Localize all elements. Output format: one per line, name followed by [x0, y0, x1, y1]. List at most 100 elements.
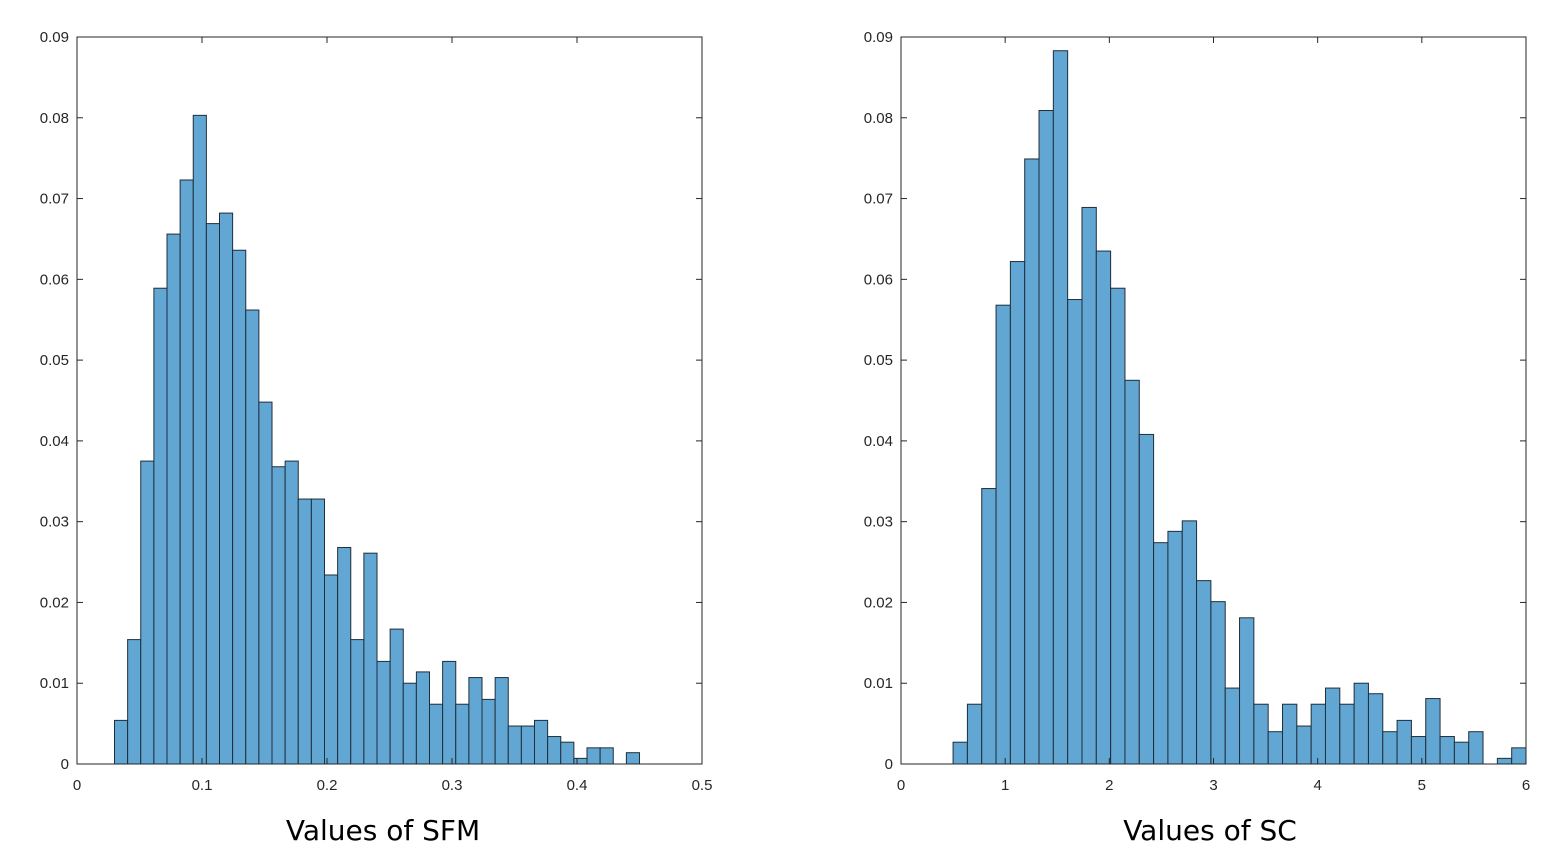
sc-ytick-label-3: 0.03 [864, 514, 893, 531]
sfm-xtick-label-5: 0.5 [692, 777, 713, 794]
sfm-ytick-label-6: 0.06 [40, 271, 69, 288]
sfm-bar-34 [560, 741, 575, 765]
sfm-xtick-label-4: 0.4 [567, 777, 588, 794]
sc-ytick-label-7: 0.07 [864, 191, 893, 208]
sc-bar-3 [995, 304, 1011, 765]
sc-bar-14 [1153, 542, 1169, 765]
sfm-bars [114, 114, 641, 765]
sfm-bar-9 [232, 249, 247, 765]
sfm-bar-20 [376, 660, 391, 765]
sfm-bar-33 [547, 736, 562, 765]
sc-ytick-label-8: 0.08 [864, 110, 893, 127]
sfm-bar-16 [324, 574, 339, 765]
sc-xtick-label-5: 5 [1418, 777, 1426, 794]
sc-bar-38 [1496, 757, 1513, 765]
sfm-bar-10 [245, 309, 260, 765]
sc-xtick-label-4: 4 [1313, 777, 1321, 794]
sc-bar-2 [981, 488, 997, 765]
sc-bar-18 [1210, 601, 1226, 765]
sfm-xtick-label-3: 0.3 [442, 777, 463, 794]
sc-ytick-label-1: 0.01 [864, 675, 893, 692]
sfm-bar-2 [140, 460, 155, 765]
sc-bars [952, 50, 1527, 765]
sfm-x-axis-label: Values of SFM [286, 814, 480, 847]
sfm-bar-7 [205, 223, 221, 765]
sfm-ytick-label-4: 0.04 [40, 433, 69, 450]
sc-xtick-label-3: 3 [1209, 777, 1217, 794]
sfm-bar-23 [415, 671, 431, 765]
sc-xtick-label-6: 6 [1522, 777, 1530, 794]
sfm-ytick-label-3: 0.03 [40, 514, 69, 531]
sfm-bar-4 [166, 233, 181, 765]
sc-ytick-label-9: 0.09 [864, 29, 893, 46]
sfm-ytick-label-1: 0.01 [40, 675, 69, 692]
sc-bar-4 [1009, 261, 1026, 765]
sfm-bar-1 [127, 639, 142, 765]
sfm-bar-12 [271, 466, 286, 765]
sc-bar-39 [1511, 747, 1527, 765]
sc-ytick-label-5: 0.05 [864, 352, 893, 369]
sc-bar-29 [1367, 693, 1384, 765]
sc-bar-8 [1067, 299, 1083, 765]
sfm-bar-18 [350, 639, 365, 765]
sfm-bar-24 [429, 703, 444, 765]
sfm-bar-39 [625, 752, 641, 765]
sfm-xtick-label-1: 0.1 [192, 777, 213, 794]
sc-bar-35 [1453, 741, 1470, 765]
sc-ytick-label-0: 0 [885, 756, 893, 773]
sc-bar-15 [1167, 530, 1183, 765]
sfm-ytick-label-7: 0.07 [40, 191, 69, 208]
sc-bar-28 [1353, 682, 1369, 765]
sfm-bar-27 [468, 677, 483, 765]
sc-bar-6 [1038, 110, 1054, 765]
sfm-bar-30 [507, 725, 522, 765]
sc-bar-11 [1110, 287, 1126, 765]
sc-bar-10 [1095, 250, 1112, 765]
sfm-bar-6 [192, 114, 207, 765]
sfm-bar-5 [179, 179, 194, 765]
sfm-bar-25 [442, 660, 457, 765]
sc-ytick-label-6: 0.06 [864, 271, 893, 288]
sfm-bar-31 [520, 725, 536, 765]
sc-bar-17 [1196, 580, 1212, 765]
sc-bar-22 [1267, 731, 1284, 765]
sc-bar-23 [1282, 703, 1298, 765]
sc-bar-32 [1410, 736, 1427, 765]
sc-bar-20 [1239, 617, 1255, 765]
sc-x-axis-label: Values of SC [1123, 814, 1297, 847]
sfm-ytick-label-9: 0.09 [40, 29, 69, 46]
sfm-xtick-label-0: 0 [73, 777, 81, 794]
sc-bar-12 [1124, 379, 1140, 765]
sc-bar-36 [1468, 731, 1484, 765]
sc-bar-26 [1324, 687, 1341, 765]
sc-bar-25 [1310, 703, 1326, 765]
sc-bar-1 [966, 703, 983, 765]
sc-xtick-label-0: 0 [897, 777, 905, 794]
sc-bar-24 [1296, 725, 1312, 765]
sc-bar-27 [1339, 703, 1355, 765]
sc-bar-33 [1425, 698, 1441, 765]
sfm-bar-13 [284, 460, 299, 765]
sc-histogram-panel: Values of SC 0 0.01 0.02 0.03 0.04 0.05 0.06 0.… [864, 29, 1530, 847]
sc-xtick-label-2: 2 [1105, 777, 1113, 794]
sfm-ytick-label-8: 0.08 [40, 110, 69, 127]
sfm-bar-26 [455, 703, 470, 765]
sfm-bar-22 [402, 682, 417, 765]
sfm-axes-box [76, 36, 703, 765]
sc-bar-16 [1181, 520, 1198, 765]
sc-ytick-label-2: 0.02 [864, 594, 893, 611]
sfm-bar-19 [363, 552, 378, 765]
sfm-bar-0 [114, 719, 129, 765]
sfm-bar-14 [297, 498, 312, 765]
sc-bar-30 [1382, 731, 1398, 765]
sfm-bar-21 [389, 628, 404, 765]
sfm-bar-35 [573, 757, 588, 765]
sc-xtick-label-1: 1 [1001, 777, 1009, 794]
sfm-ytick-label-0: 0 [61, 756, 69, 773]
sc-bar-21 [1253, 703, 1269, 765]
sfm-xtick-label-2: 0.2 [317, 777, 338, 794]
sfm-bar-11 [258, 401, 273, 765]
sc-bar-9 [1081, 206, 1097, 765]
sfm-ytick-label-5: 0.05 [40, 352, 69, 369]
